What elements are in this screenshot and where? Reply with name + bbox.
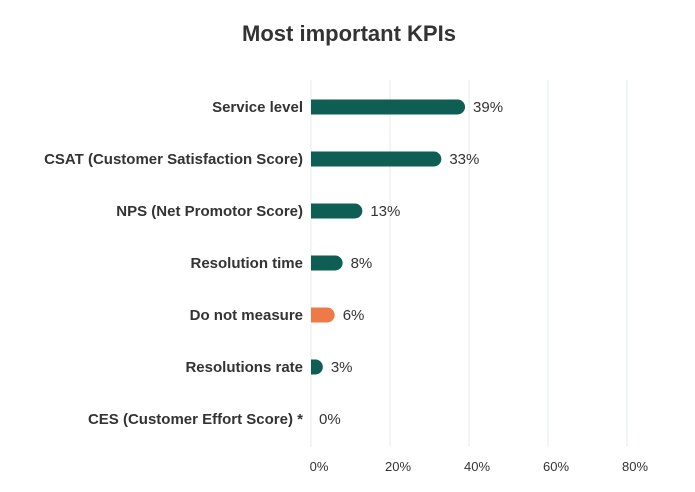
- category-label: Resolutions rate: [185, 359, 303, 376]
- category-label: Service level: [212, 99, 303, 116]
- value-label: 0%: [319, 411, 341, 428]
- chart-title: Most important KPIs: [242, 21, 456, 46]
- category-label: CES (Customer Effort Score) *: [88, 411, 303, 428]
- category-label: Do not measure: [190, 307, 303, 324]
- x-tick-label: 0%: [310, 459, 329, 474]
- value-label: 6%: [343, 307, 365, 324]
- value-label: 3%: [331, 359, 353, 376]
- bar: [311, 359, 323, 375]
- x-tick-label: 20%: [385, 459, 411, 474]
- bar: [311, 203, 363, 219]
- x-tick-label: 60%: [543, 459, 569, 474]
- x-axis-ticks: 0% 20% 40% 60% 80%: [310, 459, 649, 474]
- bar: [311, 255, 343, 271]
- value-label: 13%: [370, 203, 400, 220]
- value-label: 8%: [351, 255, 373, 272]
- value-label: 39%: [473, 99, 503, 116]
- bars: [311, 99, 466, 375]
- category-label: NPS (Net Promotor Score): [116, 203, 303, 220]
- category-label: CSAT (Customer Satisfaction Score): [44, 151, 303, 168]
- value-label: 33%: [449, 151, 479, 168]
- gridlines: [310, 80, 628, 447]
- bar: [311, 307, 335, 323]
- category-labels: Service level CSAT (Customer Satisfaction…: [44, 99, 303, 428]
- x-tick-label: 40%: [464, 459, 490, 474]
- x-tick-label: 80%: [622, 459, 648, 474]
- value-labels: 39% 33% 13% 8% 6% 3% 0%: [319, 99, 503, 428]
- bar: [311, 99, 466, 115]
- bar: [311, 151, 442, 167]
- category-label: Resolution time: [190, 255, 303, 272]
